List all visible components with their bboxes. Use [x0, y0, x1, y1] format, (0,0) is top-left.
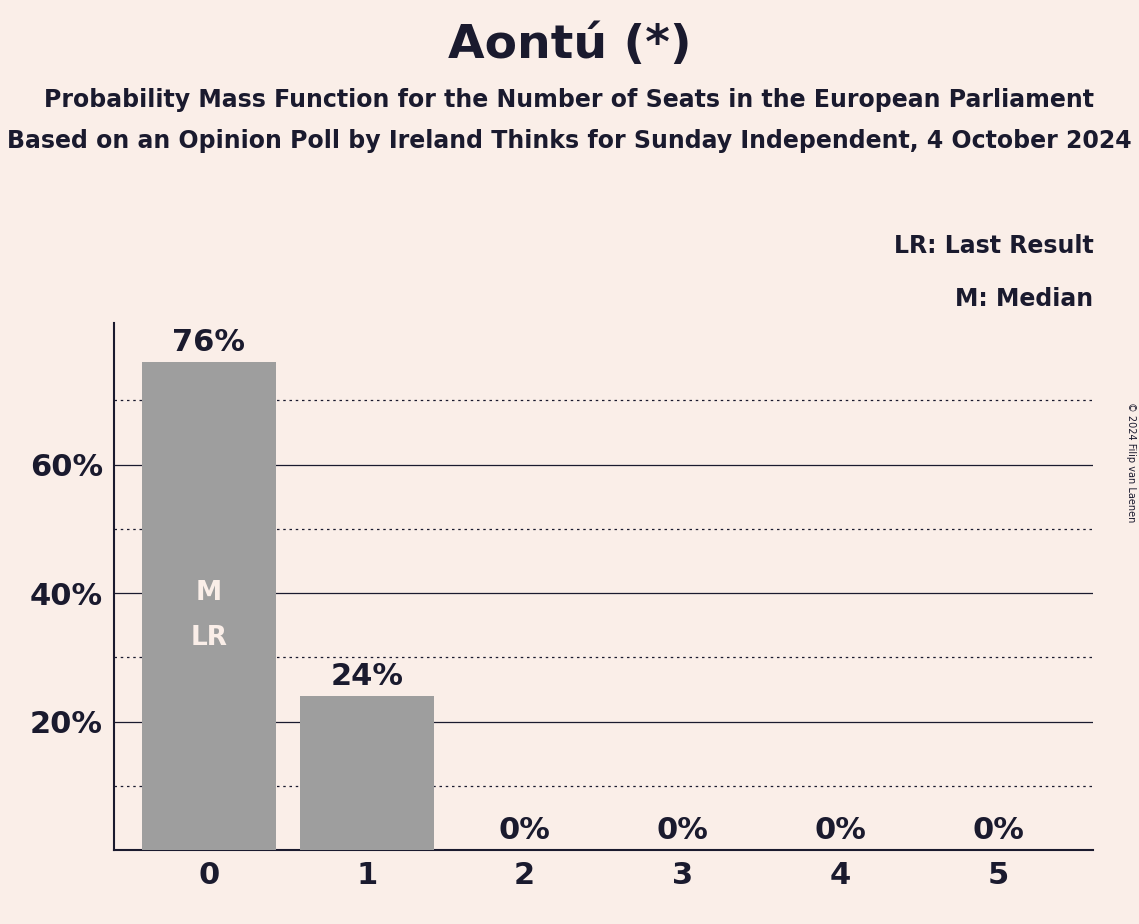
Bar	[300, 696, 434, 850]
Text: M: Median: M: Median	[956, 286, 1093, 310]
Text: 24%: 24%	[330, 662, 403, 691]
Bar	[141, 362, 276, 850]
Text: 0%: 0%	[814, 816, 867, 845]
Text: 76%: 76%	[172, 328, 245, 357]
Text: LR: LR	[190, 626, 227, 651]
Text: M: M	[196, 580, 222, 606]
Text: Based on an Opinion Poll by Ireland Thinks for Sunday Independent, 4 October 202: Based on an Opinion Poll by Ireland Thin…	[7, 129, 1132, 153]
Text: Aontú (*): Aontú (*)	[448, 23, 691, 68]
Text: 0%: 0%	[657, 816, 708, 845]
Text: 0%: 0%	[973, 816, 1025, 845]
Text: LR: Last Result: LR: Last Result	[894, 234, 1093, 258]
Text: Probability Mass Function for the Number of Seats in the European Parliament: Probability Mass Function for the Number…	[44, 88, 1095, 112]
Text: 0%: 0%	[499, 816, 550, 845]
Text: © 2024 Filip van Laenen: © 2024 Filip van Laenen	[1126, 402, 1136, 522]
